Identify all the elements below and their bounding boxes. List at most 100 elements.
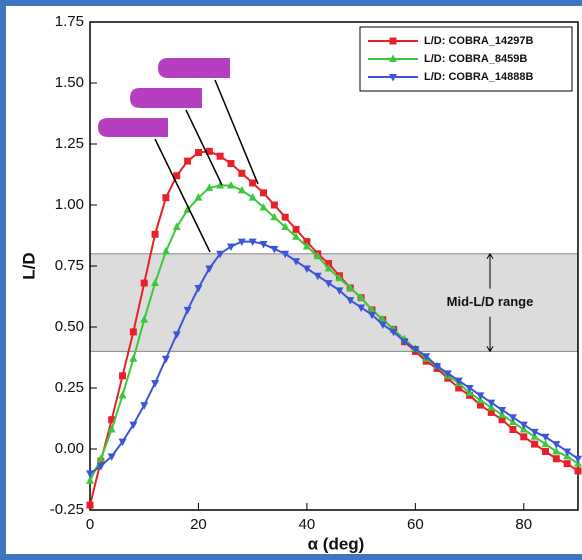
data-point (574, 467, 582, 475)
data-point (324, 263, 333, 272)
data-point (292, 225, 300, 233)
leader-line (154, 138, 211, 253)
data-point (216, 180, 225, 189)
data-point (129, 354, 138, 362)
data-point (173, 172, 181, 180)
x-tick-label: 40 (299, 516, 316, 533)
data-point (552, 441, 561, 449)
data-point (346, 283, 355, 291)
data-point (194, 193, 203, 201)
vehicle-shape (98, 118, 168, 137)
data-point (216, 152, 224, 160)
data-point (324, 280, 333, 288)
data-point (237, 185, 246, 194)
data-point (216, 250, 225, 259)
y-axis-label: L/D (19, 252, 38, 279)
y-tick-label: 0.00 (55, 440, 84, 457)
data-point (487, 408, 495, 416)
data-point (151, 230, 159, 238)
legend-marker (389, 37, 397, 45)
data-point (476, 392, 485, 400)
x-tick-label: 60 (407, 516, 424, 533)
band-label: Mid-L/D range (447, 294, 534, 309)
data-point (313, 251, 322, 260)
data-point (519, 421, 528, 430)
data-point (259, 241, 268, 249)
data-point (248, 238, 257, 247)
data-point (476, 401, 484, 409)
data-point (313, 272, 322, 281)
data-point (226, 243, 235, 251)
data-point (378, 321, 387, 330)
data-point (270, 245, 279, 254)
data-point (119, 372, 127, 380)
legend-marker (389, 54, 397, 62)
data-point (205, 147, 213, 155)
series-line (89, 150, 579, 506)
y-tick-label: 1.75 (55, 13, 84, 30)
y-tick-label: 1.50 (55, 74, 84, 91)
data-point (183, 306, 192, 315)
data-point (205, 265, 214, 273)
data-point (465, 385, 474, 393)
arrow-head (486, 346, 494, 353)
data-point (498, 416, 506, 424)
data-point (411, 345, 420, 354)
data-point (335, 287, 344, 295)
data-point (172, 222, 181, 230)
data-point (281, 222, 290, 230)
data-point (151, 278, 160, 287)
data-point (292, 258, 301, 266)
data-point (303, 238, 311, 246)
data-point (194, 149, 202, 157)
data-point (205, 183, 214, 191)
data-point (487, 399, 496, 408)
data-point (259, 202, 268, 211)
y-tick-label: -0.25 (50, 501, 84, 518)
data-point (520, 433, 528, 441)
data-point (541, 433, 550, 442)
vehicle-shape (158, 58, 230, 78)
data-point (541, 439, 550, 448)
data-point (248, 193, 257, 201)
data-point (498, 406, 507, 415)
data-point (552, 446, 561, 455)
legend-label: L/D: COBRA_14297B (424, 35, 533, 47)
series-line (89, 240, 579, 475)
vehicle-sketches (98, 58, 259, 253)
data-point (357, 304, 366, 312)
data-point (443, 370, 452, 378)
data-point (129, 328, 137, 336)
y-tick-label: 1.25 (55, 135, 84, 152)
data-point (552, 455, 560, 463)
data-point (227, 160, 235, 168)
data-point (455, 384, 463, 392)
data-point (422, 353, 431, 361)
data-point (530, 428, 539, 437)
data-point (509, 425, 517, 433)
data-point (237, 238, 246, 247)
data-point (118, 438, 127, 447)
data-point (302, 265, 311, 273)
series-line (89, 184, 579, 482)
data-point (531, 440, 539, 448)
data-point (563, 460, 571, 468)
x-tick-label: 20 (190, 516, 207, 533)
data-point (389, 328, 398, 337)
data-point (194, 284, 203, 293)
data-point (281, 250, 290, 259)
data-point (140, 315, 149, 323)
data-point (86, 470, 94, 478)
data-point (238, 169, 246, 177)
data-point (367, 305, 376, 313)
plot-area: Mid-L/D range -0.25 0.00 0.25 0.50 0.75 1.00 1.… (50, 13, 582, 533)
data-point (433, 363, 442, 371)
y-tick-label: 0.25 (55, 379, 84, 396)
x-axis-label: α (deg) (308, 534, 365, 553)
data-point (335, 273, 344, 282)
data-point (161, 246, 170, 255)
vehicle-shape (130, 88, 202, 108)
data-point (86, 476, 94, 484)
data-point (400, 338, 409, 347)
data-point (270, 212, 279, 221)
